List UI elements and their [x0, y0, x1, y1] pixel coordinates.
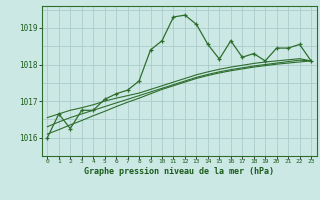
X-axis label: Graphe pression niveau de la mer (hPa): Graphe pression niveau de la mer (hPa)	[84, 167, 274, 176]
